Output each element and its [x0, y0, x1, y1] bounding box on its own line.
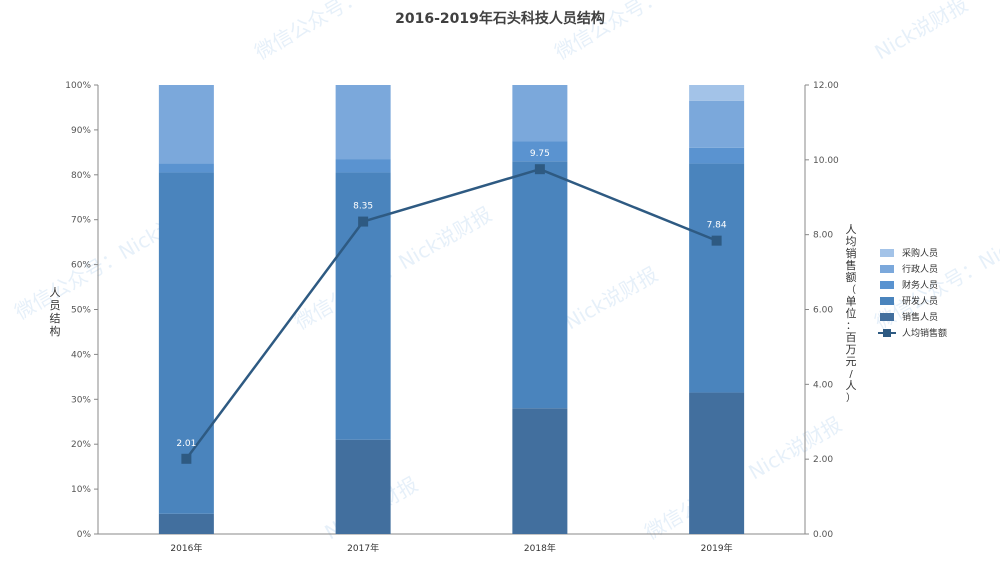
watermark-text: 微信公众号：Nick说财报 [551, 0, 756, 64]
bar-segment [689, 392, 745, 534]
left-tick-label: 80% [71, 171, 91, 181]
right-tick-label: 12.00 [813, 81, 839, 91]
bar-segment [512, 85, 568, 142]
bar-segment [689, 163, 745, 393]
legend-label: 财务人员 [902, 279, 938, 291]
bars-layer [158, 85, 745, 534]
bar-segment [512, 141, 568, 162]
line-point [181, 453, 192, 464]
right-tick-label: 6.00 [813, 306, 833, 316]
right-tick-label: 4.00 [813, 380, 833, 390]
bar-segment [512, 161, 568, 409]
left-tick-label: 0% [77, 530, 92, 540]
legend-label: 采购人员 [902, 247, 938, 259]
bar-segment [158, 85, 214, 164]
x-tick-label: 2016年 [170, 542, 202, 554]
watermark-text: 微信公众号：Nick说财报 [251, 0, 456, 64]
bar-segment [335, 172, 391, 440]
bar-segment [158, 513, 214, 534]
line-data-label: 9.75 [530, 149, 550, 159]
line-point [711, 235, 722, 246]
legend-swatch [880, 249, 894, 257]
right-tick-label: 0.00 [813, 530, 833, 540]
bar-segment [512, 408, 568, 534]
legend-swatch [880, 281, 894, 289]
legend-swatch [880, 265, 894, 273]
line-layer: 2.01 8.35 9.75 7.84 [176, 149, 727, 464]
left-tick-label: 20% [71, 440, 91, 450]
right-tick-label: 8.00 [813, 231, 833, 241]
legend-swatch [880, 297, 894, 305]
bar-segment [689, 85, 745, 101]
line-data-label: 2.01 [176, 439, 196, 449]
watermark-text: 微信公众号：Nick说财报 [291, 202, 496, 334]
left-tick-label: 100% [65, 81, 91, 91]
sales-per-capita-line [185, 167, 718, 460]
legend-label: 研发人员 [902, 295, 938, 307]
legend-label: 人均销售额 [902, 327, 947, 339]
left-tick-label: 40% [71, 350, 91, 360]
right-tick-label: 2.00 [813, 455, 833, 465]
left-axis-title: 人员结构 [50, 286, 61, 338]
bar-segment [689, 147, 745, 164]
x-tick-label: 2019年 [701, 542, 733, 554]
right-axis-title: 人均销售额（单位：百万元/人） [846, 223, 857, 404]
line-point [534, 164, 545, 175]
line-point [358, 216, 369, 227]
bar-segment [335, 85, 391, 160]
chart-title: 2016-2019年石头科技人员结构 [395, 11, 605, 27]
left-tick-label: 90% [71, 126, 91, 136]
legend-label: 销售人员 [902, 311, 938, 323]
bar-segment [335, 159, 391, 173]
legend-marker-swatch [883, 329, 891, 337]
axes-layer: 0% 10% 20% 30% 40% 50% 60% 70% 80% 90% 100% 0.00 2.0… [65, 81, 839, 554]
bar-segment [689, 100, 745, 148]
line-data-label: 8.35 [353, 202, 373, 212]
left-tick-label: 10% [71, 485, 91, 495]
right-tick-label: 10.00 [813, 156, 839, 166]
x-tick-label: 2018年 [524, 542, 556, 554]
watermark-text: Nick说财报 [561, 262, 662, 334]
left-tick-label: 50% [71, 306, 91, 316]
line-data-label: 7.84 [707, 221, 727, 231]
bar-segment [158, 163, 214, 173]
left-tick-label: 70% [71, 216, 91, 226]
left-tick-label: 60% [71, 261, 91, 271]
legend-swatch [880, 313, 894, 321]
x-tick-label: 2017年 [347, 542, 379, 554]
left-tick-label: 30% [71, 395, 91, 405]
bar-segment [335, 439, 391, 534]
watermark-text: Nick说财报 [871, 0, 972, 64]
legend-label: 行政人员 [902, 263, 938, 275]
